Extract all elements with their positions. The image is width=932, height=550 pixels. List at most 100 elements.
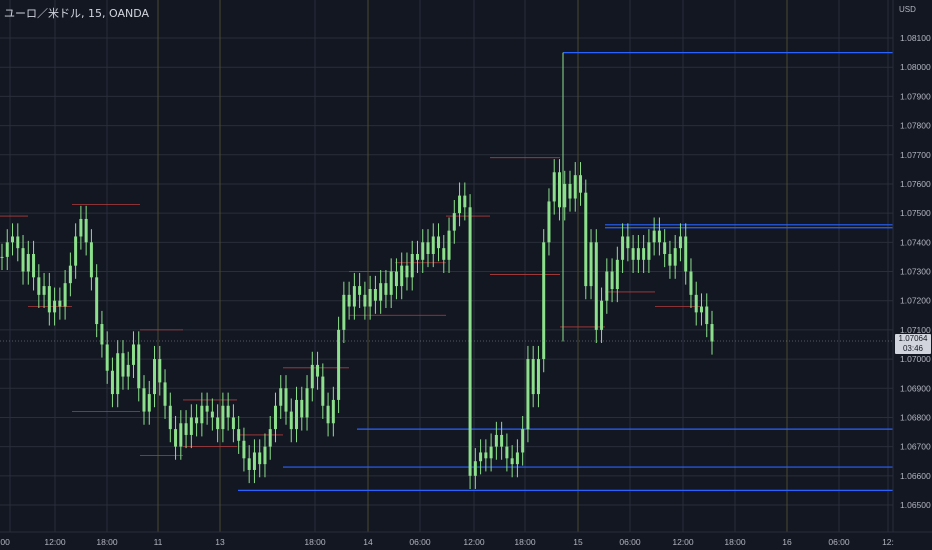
candle-body bbox=[142, 388, 146, 412]
candle-body bbox=[58, 300, 62, 307]
candle-body bbox=[337, 329, 341, 400]
candle-body bbox=[342, 294, 346, 330]
candle-body bbox=[174, 429, 178, 447]
candle-body bbox=[389, 271, 393, 295]
candle-body bbox=[584, 192, 588, 287]
symbol-title[interactable]: ユーロ／米ドル, 15, OANDA bbox=[4, 7, 150, 20]
candle-body bbox=[205, 405, 209, 412]
candle-body bbox=[195, 417, 199, 424]
candle-body bbox=[137, 344, 141, 389]
current-price-tag: 1.07064 03:46 bbox=[895, 334, 931, 354]
candle-body bbox=[131, 344, 135, 365]
candle-body bbox=[547, 201, 551, 243]
candle-body bbox=[5, 242, 9, 257]
candle-body bbox=[268, 429, 272, 447]
candle-body bbox=[663, 242, 667, 254]
candle-body bbox=[626, 236, 630, 249]
candle-body bbox=[400, 265, 404, 287]
candle-body bbox=[605, 271, 609, 301]
currency-label: USD bbox=[899, 5, 916, 14]
candle-body bbox=[579, 175, 583, 193]
candle-body bbox=[358, 286, 362, 295]
time-tick-label: 06:00 bbox=[619, 537, 641, 547]
time-tick-label: 14 bbox=[363, 537, 373, 547]
candle-body bbox=[347, 294, 351, 307]
time-tick-label: 06:00 bbox=[409, 537, 431, 547]
candle-body bbox=[242, 440, 246, 459]
candle-body bbox=[284, 388, 288, 412]
candle-body bbox=[373, 289, 377, 301]
time-axis[interactable]: 12:00 18:00 11 13 18:00 14 06:00 12:00 18:00 15 06… bbox=[0, 537, 894, 547]
candle-body bbox=[316, 364, 320, 377]
candle-body bbox=[515, 452, 519, 465]
candle-body bbox=[321, 376, 325, 406]
candle-body bbox=[210, 411, 214, 418]
price-axis[interactable]: 1.08100 1.08000 1.07900 1.07800 1.07700 1.076… bbox=[900, 33, 931, 510]
candle-body bbox=[116, 353, 120, 395]
price-tick-label: 1.06600 bbox=[900, 471, 931, 481]
candle-body bbox=[442, 248, 446, 260]
price-tick-label: 1.07300 bbox=[900, 267, 931, 277]
price-tick-label: 1.08100 bbox=[900, 33, 931, 43]
candle-body bbox=[463, 195, 467, 208]
price-tick-label: 1.07500 bbox=[900, 208, 931, 218]
candle-body bbox=[573, 175, 577, 199]
candle-body bbox=[295, 399, 299, 430]
candle-body bbox=[673, 248, 677, 266]
time-tick-label: :00 bbox=[0, 537, 10, 547]
candle-body bbox=[231, 417, 235, 430]
time-tick-label: 15 bbox=[573, 537, 583, 547]
current-price-value: 1.07064 bbox=[898, 334, 928, 343]
candle-body bbox=[437, 236, 441, 249]
price-tick-label: 1.07000 bbox=[900, 354, 931, 364]
candle-body bbox=[153, 359, 157, 395]
candle-body bbox=[74, 236, 78, 266]
candle-body bbox=[247, 458, 251, 470]
candle-body bbox=[468, 207, 472, 476]
candle-body bbox=[694, 294, 698, 313]
candle-body bbox=[705, 306, 709, 325]
candle-body bbox=[184, 423, 188, 435]
candle-body bbox=[147, 394, 151, 412]
candle-body bbox=[326, 405, 330, 424]
candle-body bbox=[636, 248, 640, 260]
price-series bbox=[0, 52, 714, 489]
time-tick-label: 18:00 bbox=[304, 537, 326, 547]
candle-body bbox=[615, 259, 619, 290]
candle-body bbox=[652, 230, 656, 243]
candle-body bbox=[252, 452, 256, 470]
candle-body bbox=[42, 286, 46, 295]
candle-body bbox=[568, 183, 572, 199]
price-tick-label: 1.06500 bbox=[900, 500, 931, 510]
price-tick-label: 1.08000 bbox=[900, 62, 931, 72]
candle-body bbox=[489, 446, 493, 459]
candle-body bbox=[216, 417, 220, 430]
time-tick-label: 13 bbox=[215, 537, 225, 547]
candle-body bbox=[536, 359, 540, 395]
time-tick-label: 12:00 bbox=[44, 537, 66, 547]
candle-body bbox=[168, 405, 172, 430]
candle-body bbox=[11, 236, 15, 243]
time-tick-label: 12:00 bbox=[672, 537, 694, 547]
grid-lines bbox=[0, 0, 893, 532]
candle-body bbox=[100, 324, 104, 345]
price-tick-label: 1.07200 bbox=[900, 296, 931, 306]
candle-body bbox=[594, 242, 598, 330]
candle-body bbox=[68, 265, 72, 284]
candle-body bbox=[642, 248, 646, 260]
candle-body bbox=[237, 429, 241, 441]
candle-body bbox=[226, 405, 230, 418]
candle-body bbox=[500, 434, 504, 447]
candle-body bbox=[300, 399, 304, 418]
candle-body bbox=[668, 253, 672, 266]
candle-body bbox=[647, 242, 651, 260]
candle-body bbox=[305, 388, 309, 418]
candle-body bbox=[484, 452, 488, 459]
candle-body bbox=[163, 382, 167, 406]
candle-body bbox=[105, 344, 109, 371]
candle-body bbox=[310, 364, 314, 389]
candle-body bbox=[473, 461, 477, 476]
price-tick-label: 1.07800 bbox=[900, 121, 931, 131]
candle-body bbox=[384, 283, 388, 295]
